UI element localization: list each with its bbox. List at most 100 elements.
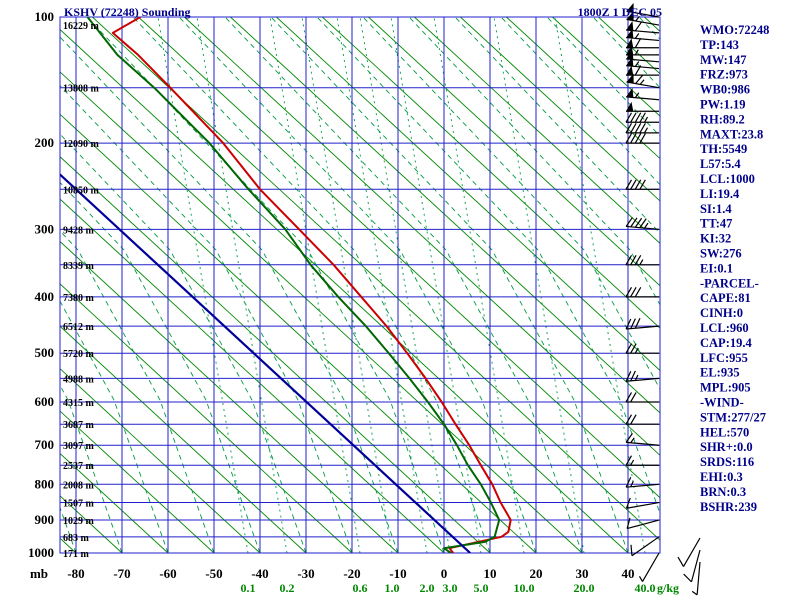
barb-feather bbox=[630, 392, 637, 403]
mixing-ratio-label: 0.1 bbox=[241, 581, 256, 595]
temp-tick-label: 20 bbox=[530, 566, 543, 581]
wind-barb bbox=[625, 133, 659, 144]
background-reference-lines bbox=[60, 17, 800, 553]
barb-shaft bbox=[682, 537, 701, 567]
barb-feather bbox=[630, 370, 636, 382]
wind-barb bbox=[625, 455, 659, 466]
plot-frame bbox=[59, 16, 661, 554]
stat-line: -PARCEL- bbox=[700, 276, 759, 290]
moist-adiabat-line bbox=[60, 506, 77, 553]
mixing-ratio-line bbox=[359, 17, 451, 553]
height-label: 171 m bbox=[63, 549, 90, 560]
dry-adiabat-line bbox=[60, 283, 353, 553]
height-label: 7380 m bbox=[63, 293, 95, 304]
labels: KSHV (72248) Sounding 1800Z 1 DEC 0510020… bbox=[28, 5, 679, 595]
dry-adiabat-line bbox=[460, 17, 660, 202]
barb-half-feather bbox=[644, 222, 649, 229]
barb-feather bbox=[639, 218, 647, 228]
dry-adiabat-line bbox=[60, 452, 169, 553]
pressure-tick-label: 700 bbox=[35, 437, 55, 452]
barb-feather bbox=[634, 112, 642, 123]
barb-feather bbox=[625, 217, 633, 227]
height-label: 10850 m bbox=[63, 185, 100, 196]
moist-adiabat-line bbox=[362, 17, 660, 390]
barb-feather bbox=[625, 497, 631, 509]
height-label: 12090 m bbox=[63, 139, 100, 150]
dry-adiabat-line bbox=[230, 17, 660, 414]
barb-feather bbox=[630, 318, 636, 329]
barb-half-feather bbox=[639, 79, 645, 85]
stat-line: KI:32 bbox=[700, 232, 731, 246]
barb-feather bbox=[625, 414, 633, 425]
mixing-ratio-label: 3.0 bbox=[443, 581, 458, 595]
barb-half-feather bbox=[639, 259, 644, 266]
height-label: 16229 m bbox=[63, 21, 100, 32]
wind-barb bbox=[625, 497, 660, 509]
barb-feather bbox=[634, 65, 642, 76]
barb-shaft bbox=[626, 483, 660, 488]
mixing-ratio-label: 20.0 bbox=[574, 581, 595, 595]
wind-barb bbox=[626, 73, 660, 89]
barb-feather bbox=[630, 179, 637, 190]
wind-barb bbox=[625, 287, 659, 298]
stat-line: EL:935 bbox=[700, 366, 740, 380]
barb-shaft bbox=[626, 10, 660, 18]
pressure-tick-label: 1000 bbox=[28, 545, 54, 560]
mixing-ratio-line bbox=[196, 17, 288, 553]
temp-tick-label: -10 bbox=[389, 566, 406, 581]
mixing-ratio-line bbox=[336, 17, 428, 553]
wind-barb bbox=[625, 179, 659, 190]
stat-line: EI:0.1 bbox=[700, 261, 733, 275]
stat-line: LFC:955 bbox=[700, 351, 748, 365]
barb-shaft bbox=[626, 325, 660, 330]
barb-half-feather bbox=[634, 49, 639, 56]
stat-line: TT:47 bbox=[700, 217, 732, 231]
dry-adiabat-line bbox=[184, 17, 660, 456]
stat-line: CAPE:81 bbox=[700, 291, 751, 305]
stat-line: L57:5.4 bbox=[700, 157, 741, 171]
barb-feather bbox=[677, 556, 685, 567]
wind-barb bbox=[625, 370, 660, 382]
mixing-ratio-line bbox=[493, 17, 585, 553]
dry-adiabat-line bbox=[60, 240, 399, 553]
barb-feather bbox=[634, 317, 641, 329]
temp-tick-label: -40 bbox=[251, 566, 268, 581]
stat-line: SHR+:0.0 bbox=[700, 440, 753, 454]
barb-feather bbox=[634, 21, 643, 32]
chart-datetime: 1800Z 1 DEC 05 bbox=[578, 5, 662, 19]
height-label: 9428 m bbox=[63, 225, 95, 236]
pressure-temperature-grid bbox=[59, 16, 661, 554]
wind-barb-column bbox=[625, 2, 701, 596]
moist-adiabat-line bbox=[60, 300, 169, 553]
stat-line: LCL:960 bbox=[700, 321, 749, 335]
mixing-ratio-line bbox=[269, 17, 361, 553]
barb-feather bbox=[634, 123, 642, 134]
temp-tick-label: 10 bbox=[484, 566, 497, 581]
barb-half-feather bbox=[634, 33, 640, 39]
moist-adiabat-line bbox=[546, 17, 660, 137]
mixing-ratio-label: 10.0 bbox=[514, 581, 535, 595]
barb-shaft bbox=[626, 377, 660, 382]
temp-tick-label: -20 bbox=[343, 566, 360, 581]
mixing-ratio-label: 0.2 bbox=[280, 581, 295, 595]
barb-feather bbox=[630, 343, 637, 354]
barb-feather bbox=[639, 123, 646, 134]
moist-adiabat-line bbox=[60, 384, 123, 553]
barb-feather bbox=[630, 287, 637, 298]
wind-barb bbox=[625, 392, 659, 403]
moist-adiabat-line bbox=[777, 17, 800, 553]
barb-feather bbox=[625, 392, 633, 403]
barb-feather bbox=[625, 133, 633, 144]
barb-feather bbox=[639, 112, 646, 123]
temp-tick-label: -30 bbox=[297, 566, 314, 581]
dry-adiabat-line bbox=[414, 17, 660, 244]
barb-feather bbox=[634, 287, 642, 298]
moist-adiabat-line bbox=[178, 17, 537, 553]
barb-feather bbox=[634, 179, 642, 190]
stat-line: HEL:570 bbox=[700, 425, 749, 439]
stat-line: TH:5549 bbox=[700, 142, 747, 156]
wind-barb bbox=[625, 414, 659, 425]
height-label: 5720 m bbox=[63, 349, 95, 360]
dry-adiabat-line bbox=[552, 17, 660, 117]
